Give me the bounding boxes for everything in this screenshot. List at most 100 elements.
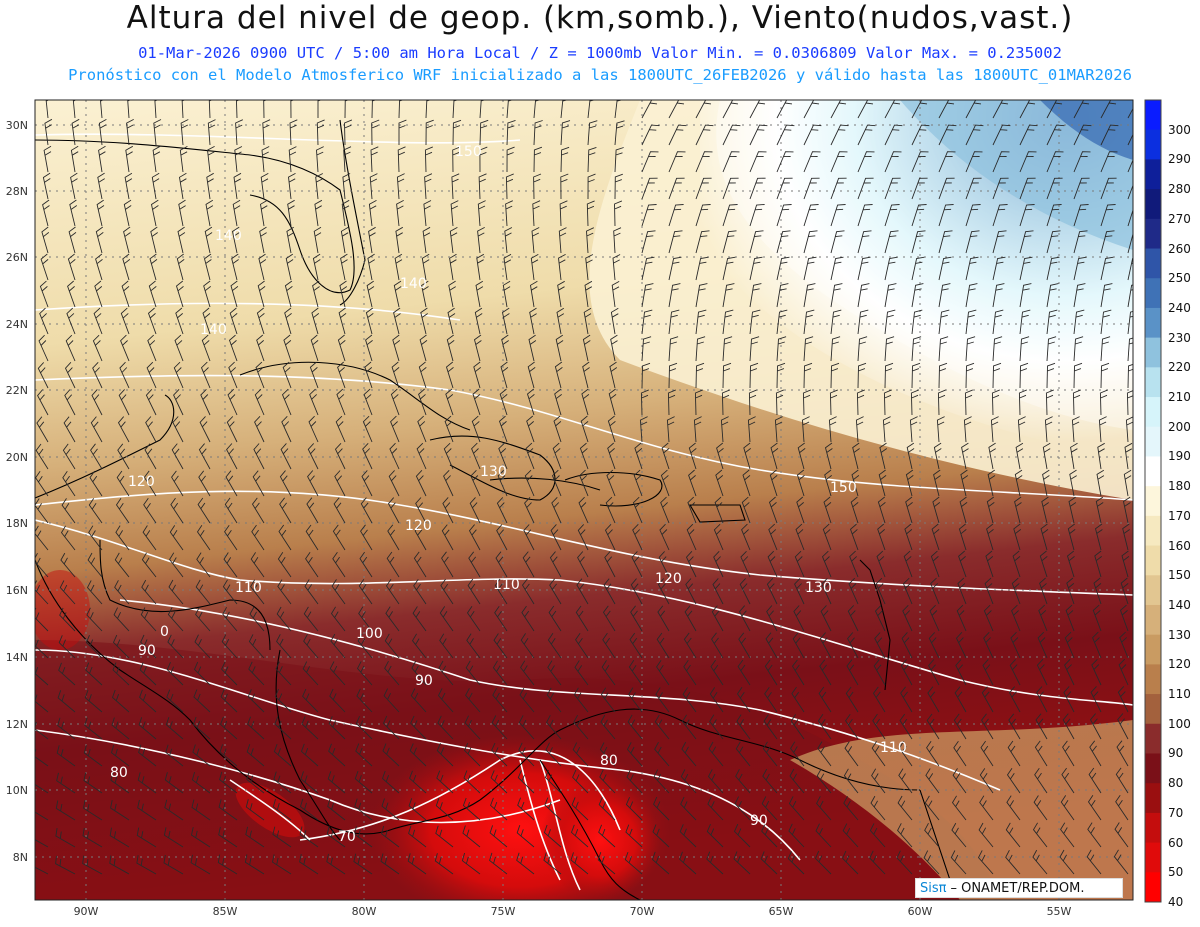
wind-barb xyxy=(262,119,271,146)
wind-barb xyxy=(316,119,325,146)
wind-barb xyxy=(124,172,133,200)
wind-barb xyxy=(83,800,103,821)
colorbar-swatch xyxy=(1145,307,1161,339)
colorbar xyxy=(1144,99,1162,903)
wind-barb xyxy=(532,200,541,227)
wind-barb xyxy=(722,309,734,335)
wind-barb xyxy=(97,172,105,200)
wind-barb xyxy=(668,151,686,173)
wind-barb xyxy=(64,389,76,416)
wind-barb xyxy=(803,309,815,335)
wind-barb xyxy=(198,443,211,470)
wind-barb xyxy=(764,686,778,713)
wind-barb xyxy=(992,309,1004,335)
wind-barb xyxy=(695,256,709,281)
wind-barb xyxy=(821,550,832,578)
wind-barb xyxy=(383,688,400,713)
wind-barb xyxy=(144,443,157,470)
lon-label: 70W xyxy=(629,905,655,918)
colorbar-label: 100 xyxy=(1168,716,1191,731)
wind-barb xyxy=(196,525,211,551)
wind-barb xyxy=(992,124,1011,146)
wind-barb xyxy=(575,605,589,632)
wind-barb xyxy=(884,309,896,335)
wind-barb xyxy=(959,496,968,524)
wind-barb xyxy=(410,688,427,713)
wind-barb xyxy=(70,145,79,173)
wind-barb xyxy=(310,334,319,362)
wind-barb xyxy=(359,551,373,578)
wind-barb xyxy=(955,631,967,659)
wind-barb xyxy=(641,100,661,119)
wind-barb xyxy=(60,552,76,578)
wind-barb xyxy=(628,687,643,713)
wind-barb xyxy=(235,119,243,146)
wind-barb xyxy=(1019,230,1034,254)
wind-barb xyxy=(737,659,751,686)
wind-barb xyxy=(829,389,838,416)
wind-barb xyxy=(221,661,238,686)
wind-barb xyxy=(846,659,859,686)
wind-barb xyxy=(255,361,265,389)
wind-barb xyxy=(476,253,485,281)
wind-barb xyxy=(766,577,778,605)
wind-barb xyxy=(276,634,292,659)
wind-barb xyxy=(526,415,535,443)
wind-barb xyxy=(713,550,724,578)
wind-barb xyxy=(1073,362,1083,389)
credit-box: Sisπ – ONAMET/REP.DOM. xyxy=(915,878,1123,898)
wind-barb xyxy=(60,525,76,551)
wind-barb xyxy=(224,524,238,551)
wind-barb xyxy=(394,253,403,281)
wind-barb xyxy=(904,523,913,551)
wind-barb xyxy=(654,714,670,740)
wind-barb xyxy=(66,307,76,335)
wind-barb xyxy=(228,361,238,389)
wind-barb xyxy=(931,523,940,551)
wind-barb xyxy=(933,469,941,497)
wind-barb xyxy=(577,524,589,551)
wind-barb xyxy=(120,334,130,362)
colorbar-swatch xyxy=(1145,634,1161,665)
wind-barb xyxy=(951,795,967,821)
wind-barb xyxy=(191,771,211,794)
wind-barb xyxy=(793,605,805,632)
wind-barb xyxy=(641,362,651,389)
wind-barb xyxy=(96,199,105,227)
wind-barb xyxy=(84,689,103,713)
wind-barb xyxy=(1117,686,1129,713)
wind-barb xyxy=(35,525,49,551)
wind-barb xyxy=(722,151,740,173)
wind-barb xyxy=(449,227,458,254)
wind-barb xyxy=(1094,523,1103,551)
wind-barb xyxy=(462,825,481,848)
wind-barb xyxy=(992,256,1006,281)
wind-barb xyxy=(65,334,76,362)
wind-barb xyxy=(599,742,616,767)
wind-barb xyxy=(574,660,589,686)
wind-barb xyxy=(275,661,292,686)
wind-barb xyxy=(991,389,1000,416)
wind-barb xyxy=(830,100,850,119)
wind-barb xyxy=(953,740,967,767)
wind-barb xyxy=(329,661,346,686)
wind-barb xyxy=(733,851,751,875)
wind-barb xyxy=(411,660,427,686)
wind-barb xyxy=(396,173,405,200)
wind-barb xyxy=(733,823,751,848)
wind-barb xyxy=(452,146,461,173)
wind-barb xyxy=(83,745,103,767)
wind-barb xyxy=(544,769,562,794)
wind-barb xyxy=(986,496,995,524)
wind-barb xyxy=(173,361,184,389)
lat-label: 18N xyxy=(5,517,28,530)
wind-barb xyxy=(714,496,724,524)
wind-barb xyxy=(1005,849,1021,875)
wind-barb xyxy=(391,361,400,389)
wind-barb xyxy=(475,280,484,308)
wind-barb xyxy=(193,661,211,686)
wind-barb xyxy=(309,388,319,416)
wind-barb xyxy=(69,199,78,227)
wind-barb xyxy=(1060,822,1075,848)
wind-barb xyxy=(957,577,967,605)
